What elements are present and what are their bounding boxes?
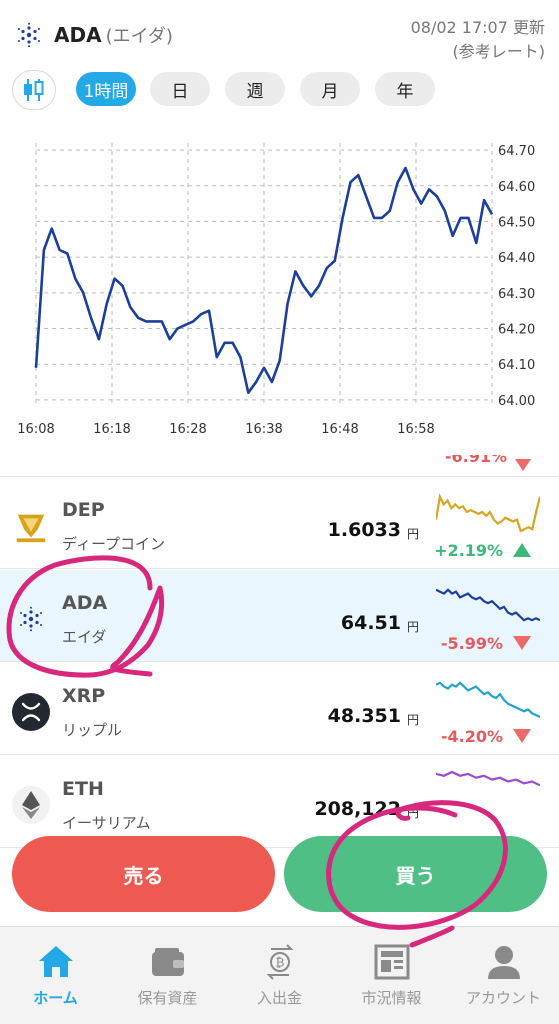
price-change: -6.91% (444, 455, 507, 466)
price-change: -5.99% (440, 634, 503, 653)
y-tick-label: 64.30 (498, 287, 535, 302)
coin-price: 208,122 (314, 798, 401, 820)
down-arrow-icon (513, 636, 531, 650)
sparkline-path (436, 588, 540, 622)
nav-label: ホーム (33, 989, 78, 1007)
down-arrow-icon (513, 729, 531, 743)
nav-label: アカウント (465, 989, 541, 1007)
sparkline (436, 588, 540, 622)
price-chart-svg: 64.70 64.60 64.50 64.40 64.30 64.20 64.10 64.00… (17, 143, 535, 437)
tab-month[interactable]: 月 (300, 72, 360, 106)
ethereum-logo-icon (12, 786, 50, 824)
currency-unit: 円 (406, 620, 419, 634)
x-tick-label: 16:38 (245, 422, 282, 437)
tab-week[interactable]: 週 (225, 72, 285, 106)
coin-symbol: XRP (62, 685, 106, 707)
nav-assets[interactable]: 保有資産 (112, 927, 223, 1024)
tab-year[interactable]: 年 (375, 72, 435, 106)
coin-price: 64.51 (340, 612, 401, 634)
nav-label: 市況情報 (361, 989, 422, 1007)
account-icon (488, 946, 520, 979)
coin-price: 48.351 (327, 705, 401, 727)
news-icon (374, 944, 410, 980)
coin-name: エイダ (62, 628, 107, 646)
y-tick-label: 64.20 (498, 323, 535, 338)
coin-symbol: ETH (62, 778, 104, 800)
coin-name: (エイダ) (105, 26, 173, 47)
coin-title: ADA (エイダ) (54, 22, 173, 48)
y-tick-label: 64.70 (498, 144, 535, 159)
sparkline-path (436, 493, 540, 533)
transfer-icon: ₿ (266, 944, 294, 980)
coin-name: ディープコイン (62, 535, 166, 553)
nav-market[interactable]: 市況情報 (336, 927, 447, 1024)
nav-account[interactable]: アカウント (448, 927, 559, 1024)
nav-label: 入出金 (256, 989, 302, 1007)
x-tick-label: 16:28 (169, 422, 206, 437)
y-tick-label: 64.10 (498, 358, 535, 373)
coin-list: -6.91% DEP ディープコイン 1.6033 円 +2.19% (0, 455, 559, 850)
sparkline-path (436, 770, 540, 787)
sparkline-path (436, 681, 540, 718)
nav-transfer[interactable]: ₿ 入出金 (224, 927, 335, 1024)
list-item-xrp[interactable]: XRP リップル 48.351 円 -4.20% (0, 663, 559, 755)
coin-price: 1.6033 (327, 519, 401, 541)
price-chart: 64.70 64.60 64.50 64.40 64.30 64.20 64.10 64.00… (0, 125, 559, 455)
sparkline (436, 770, 540, 787)
cardano-logo-icon (18, 22, 40, 48)
coin-symbol: ADA (62, 592, 108, 614)
wallet-icon (152, 948, 184, 976)
tab-1hour[interactable]: 1時間 (76, 72, 136, 106)
currency-unit: 円 (406, 713, 419, 727)
x-tick-label: 16:48 (321, 422, 358, 437)
y-tick-label: 64.60 (498, 180, 535, 195)
sparkline (436, 681, 540, 718)
x-tick-label: 16:08 (17, 422, 54, 437)
x-tick-label: 16:58 (397, 422, 434, 437)
sell-button[interactable]: 売る (12, 836, 275, 912)
list-item-dep[interactable]: DEP ディープコイン 1.6033 円 +2.19% (0, 477, 559, 569)
currency-unit: 円 (406, 527, 419, 541)
nav-home[interactable]: ホーム (0, 927, 111, 1024)
update-time: 08/02 17:07 更新 (410, 18, 545, 37)
candlestick-icon (24, 79, 44, 101)
header: ADA (エイダ) 08/02 17:07 更新 (参考レート) (0, 0, 559, 65)
svg-text:₿: ₿ (276, 956, 285, 970)
currency-unit: 円 (406, 806, 419, 820)
y-tick-label: 64.50 (498, 215, 535, 230)
price-line (34, 166, 494, 395)
coin-symbol: ADA (54, 23, 102, 47)
coin-name: イーサリアム (62, 814, 151, 832)
price-change: -4.20% (440, 727, 503, 746)
home-icon (39, 946, 73, 977)
cardano-logo-icon (12, 600, 50, 638)
coin-name: リップル (62, 721, 123, 739)
sparkline (436, 493, 540, 533)
up-arrow-icon (513, 543, 531, 557)
list-item-partial[interactable]: -6.91% (0, 455, 559, 477)
bottom-nav: ホーム 保有資産 ₿ 入出金 市況情報 アカウント (0, 926, 559, 1024)
reference-rate-label: (参考レート) (452, 42, 546, 61)
tab-day[interactable]: 日 (150, 72, 210, 106)
coin-symbol: DEP (62, 499, 105, 521)
list-item-eth[interactable]: ETH イーサリアム 208,122 円 (0, 756, 559, 848)
candlestick-toggle-button[interactable] (12, 70, 56, 110)
y-tick-label: 64.40 (498, 251, 535, 266)
list-item-ada[interactable]: ADA エイダ 64.51 円 -5.99% (0, 570, 559, 662)
x-tick-label: 16:18 (93, 422, 130, 437)
price-change: +2.19% (434, 541, 503, 560)
buy-button[interactable]: 買う (284, 836, 547, 912)
y-tick-label: 64.00 (498, 394, 535, 409)
xrp-logo-icon (12, 693, 50, 731)
deepcoin-logo-icon (12, 507, 50, 545)
nav-label: 保有資産 (137, 989, 198, 1007)
down-arrow-icon (515, 459, 531, 471)
